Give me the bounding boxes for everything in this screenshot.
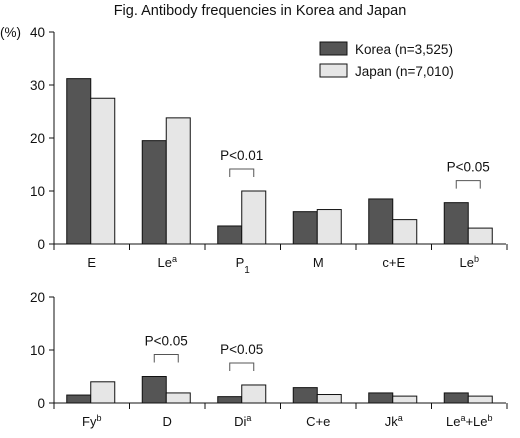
bar-japan <box>467 227 493 245</box>
significance-bracket <box>153 354 179 363</box>
y-tick-label: 10 <box>30 343 45 358</box>
category-label: Lea+Leb <box>446 413 493 429</box>
bar-japan <box>316 394 342 404</box>
bar-korea <box>217 225 243 245</box>
bar-japan <box>90 97 116 245</box>
significance-label: P<0.05 <box>145 334 188 349</box>
y-tick-label: 0 <box>37 396 45 411</box>
y-tick-label: 0 <box>37 237 45 252</box>
bar-korea <box>141 376 167 404</box>
bar-korea <box>368 198 394 245</box>
y-tick-label: 10 <box>30 184 45 199</box>
lower-panel: 0 10 20 Fyb D Dia C+e Jka Lea+Leb P<0.05 P<0.05 <box>30 290 508 429</box>
category-label: P1 <box>236 255 251 276</box>
category-label: D <box>163 414 172 429</box>
significance-bracket <box>455 180 481 189</box>
bar-korea <box>141 140 167 245</box>
bar-korea <box>66 78 92 245</box>
significance-label: P<0.05 <box>447 160 490 175</box>
category-label: Dia <box>234 413 251 429</box>
bar-korea <box>443 392 469 404</box>
legend: Korea (n=3,525) Japan (n=7,010) <box>319 41 454 79</box>
bar-japan <box>165 392 191 404</box>
legend-swatch-korea <box>319 41 348 56</box>
significance-bracket <box>229 362 255 371</box>
bar-korea <box>66 394 92 404</box>
y-tick-label: 20 <box>30 131 45 146</box>
significance-label: P<0.01 <box>220 148 263 163</box>
y-axis-unit-label: (%) <box>0 25 21 40</box>
category-label: M <box>313 255 324 270</box>
significance-bracket <box>229 168 255 177</box>
significance-label: P<0.05 <box>220 342 263 357</box>
bar-japan <box>392 395 418 404</box>
bar-korea <box>368 392 394 404</box>
bar-japan <box>467 395 493 404</box>
category-label: Lea <box>158 254 177 270</box>
bar-japan <box>165 117 191 245</box>
bar-japan <box>241 384 267 404</box>
bar-japan <box>241 190 267 245</box>
bar-japan <box>392 219 418 245</box>
y-tick-label: 20 <box>30 290 45 305</box>
legend-swatch-japan <box>319 63 348 78</box>
category-label: c+E <box>382 255 405 270</box>
category-label: Jka <box>385 413 403 429</box>
bar-japan <box>316 209 342 245</box>
category-label: Fyb <box>82 413 101 429</box>
legend-label-japan: Japan (n=7,010) <box>355 64 454 79</box>
category-label: C+e <box>306 414 330 429</box>
category-label: Leb <box>460 254 479 270</box>
bar-korea <box>292 387 318 404</box>
bar-japan <box>90 381 116 404</box>
y-tick-label: 40 <box>30 25 45 40</box>
category-label: E <box>87 255 96 270</box>
bar-korea <box>292 211 318 245</box>
legend-label-korea: Korea (n=3,525) <box>355 42 453 57</box>
bar-korea <box>443 202 469 245</box>
bar-korea <box>217 396 243 404</box>
y-tick-label: 30 <box>30 78 45 93</box>
chart-title: Fig. Antibody frequencies in Korea and J… <box>114 3 407 19</box>
